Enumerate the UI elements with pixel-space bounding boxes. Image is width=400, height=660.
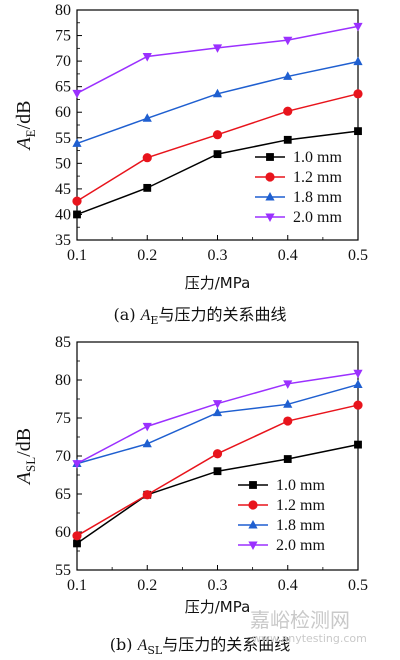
- y-tick-label: 70: [55, 448, 71, 465]
- y-tick-label: 75: [55, 28, 71, 45]
- data-point: [72, 531, 82, 541]
- y-tick-label: 65: [55, 486, 71, 503]
- data-point: [353, 400, 363, 410]
- watermark-text: 嘉峪检测网: [250, 608, 350, 632]
- y-tick-label: 70: [55, 53, 71, 70]
- y-tick-label: 55: [55, 562, 71, 579]
- data-point: [353, 369, 363, 379]
- x-tick-label: 0.4: [278, 577, 298, 594]
- legend-marker: [266, 153, 274, 161]
- caption-a: (a) AE与压力的关系曲线: [114, 305, 287, 327]
- series-line-2.0mm: [76, 25, 359, 94]
- watermark-url: www.anytesting.com: [252, 632, 367, 645]
- data-point: [283, 71, 293, 80]
- legend-marker: [248, 519, 258, 529]
- x-tick-label: 0.4: [278, 247, 298, 264]
- x-axis-label: 压力/MPa: [185, 274, 251, 292]
- y-tick-label: 60: [55, 104, 71, 121]
- y-tick-label: 50: [55, 155, 71, 172]
- legend-label: 1.2 mm: [276, 497, 325, 514]
- data-point: [283, 455, 292, 463]
- data-point: [72, 196, 82, 206]
- chart-panel-b: 55 60 65 70 75 80 85 0.1 0.2 0.3 0.4 0.5 压力/MPa ASL/d…: [13, 334, 368, 616]
- y-tick-label: 35: [55, 232, 71, 249]
- x-axis-label: 压力/MPa: [185, 598, 251, 616]
- y-tick-label: 55: [55, 130, 71, 147]
- legend-marker: [248, 500, 258, 510]
- data-point: [73, 210, 81, 219]
- legend-label: 2.0 mm: [276, 537, 325, 554]
- x-tick-label: 0.2: [137, 577, 157, 594]
- data-point: [212, 449, 223, 459]
- data-point: [283, 135, 292, 144]
- x-tick-label: 0.3: [208, 577, 228, 594]
- legend-label: 1.0 mm: [276, 477, 325, 494]
- data-point: [354, 440, 362, 449]
- y-tick-label: 45: [55, 181, 71, 198]
- chart-panel-a: 35 40 45 50 55 60 65 70 75 80 0.1 0.2 0.3 0.4 0.5 压力/MP…: [13, 2, 368, 292]
- data-point: [73, 539, 81, 548]
- data-point: [283, 416, 293, 426]
- x-tick-label: 0.1: [67, 247, 87, 264]
- legend-label: 1.2 mm: [293, 169, 342, 186]
- data-point: [212, 44, 223, 53]
- x-tick-label: 0.5: [348, 247, 368, 264]
- data-point: [142, 438, 152, 448]
- data-point: [283, 380, 293, 389]
- data-point: [143, 183, 152, 192]
- legend-marker: [248, 541, 258, 551]
- y-tick-label: 60: [55, 524, 71, 541]
- y-tick-label: 40: [55, 206, 71, 223]
- x-tick-label: 0.1: [67, 577, 87, 594]
- data-point: [283, 399, 293, 408]
- data-point: [72, 138, 82, 147]
- x-tick-label: 0.3: [208, 247, 228, 264]
- y-axis-label: AE/dB: [13, 100, 38, 151]
- data-point: [353, 56, 363, 66]
- x-tick-label: 0.5: [348, 577, 368, 594]
- data-point: [212, 130, 223, 140]
- data-point: [353, 379, 363, 389]
- legend-marker: [249, 481, 257, 489]
- y-axis-label: ASL/dB: [13, 428, 38, 486]
- data-point: [283, 36, 293, 46]
- y-tick-label: 65: [55, 79, 71, 96]
- legend-label: 1.0 mm: [293, 149, 342, 166]
- y-tick-label: 80: [55, 372, 71, 389]
- data-point: [354, 127, 362, 136]
- data-point: [213, 150, 222, 159]
- data-point: [72, 460, 82, 469]
- legend-marker: [265, 191, 275, 201]
- data-point: [142, 113, 152, 122]
- x-tick-label: 0.2: [137, 247, 157, 264]
- data-point: [353, 89, 363, 99]
- y-tick-label: 85: [55, 334, 71, 351]
- y-tick-label: 80: [55, 2, 71, 19]
- data-point: [72, 89, 82, 99]
- caption-b: (b) ASL与压力的关系曲线: [110, 635, 290, 657]
- legend-label: 1.8 mm: [293, 189, 342, 206]
- data-point: [212, 88, 223, 98]
- data-point: [142, 53, 152, 62]
- data-point: [212, 407, 223, 417]
- data-point: [353, 22, 363, 32]
- legend-label: 2.0 mm: [293, 209, 342, 226]
- y-tick-label: 75: [55, 410, 71, 427]
- data-point: [212, 400, 223, 409]
- legend-label: 1.8 mm: [276, 517, 325, 534]
- data-point: [142, 490, 152, 500]
- legend-marker: [265, 172, 275, 182]
- data-point: [142, 422, 152, 432]
- data-point: [142, 153, 152, 163]
- data-point: [213, 467, 222, 476]
- data-point: [283, 106, 293, 116]
- legend-marker: [265, 213, 275, 223]
